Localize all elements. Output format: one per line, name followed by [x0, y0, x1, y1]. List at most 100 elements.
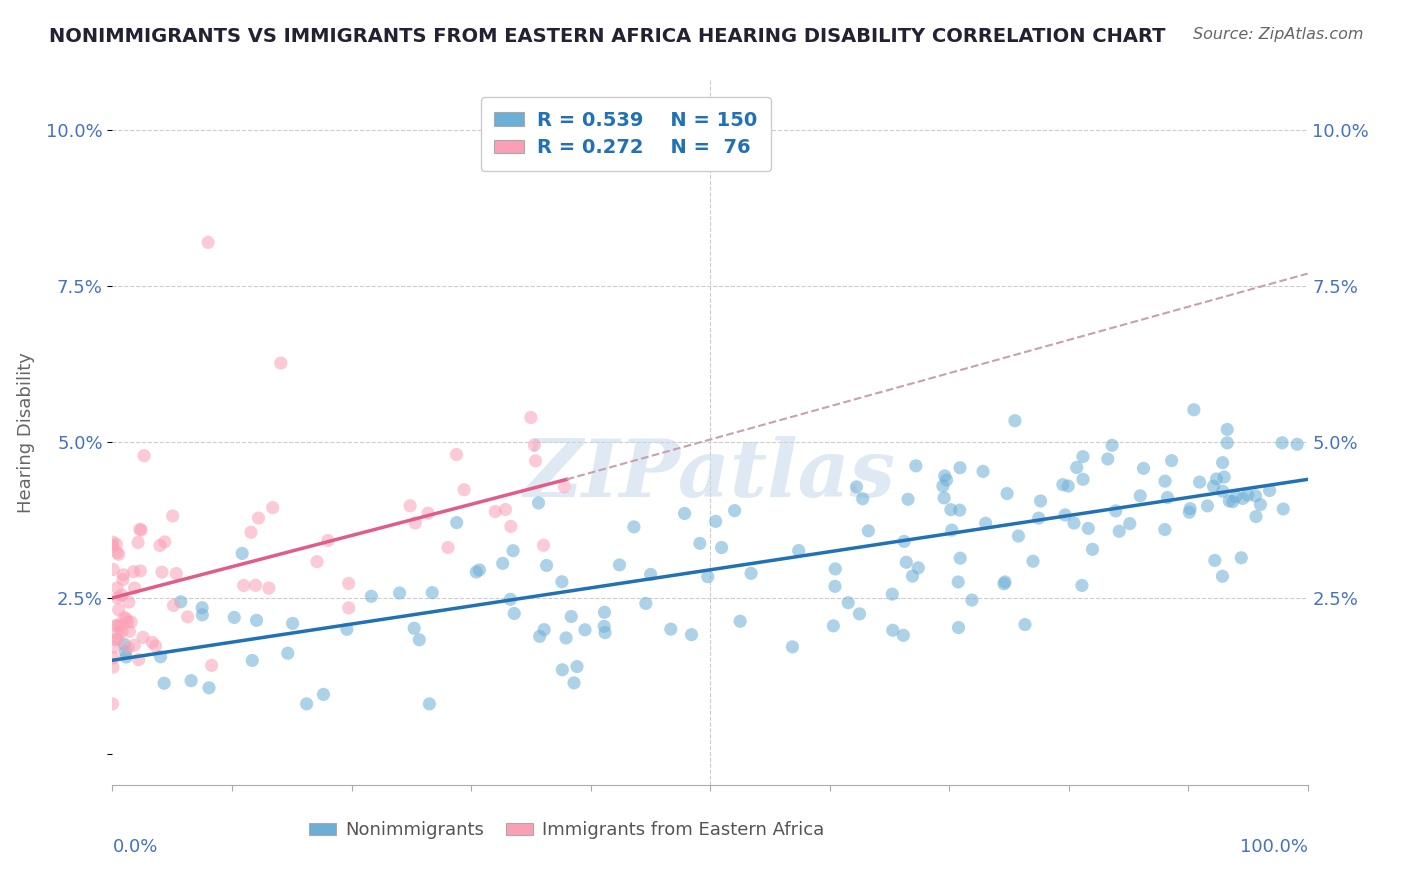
Point: [974, 516, 997, 531]
Point: [105, 581, 128, 595]
Point: [1244, 489, 1267, 503]
Point: [101, 697, 124, 711]
Point: [593, 605, 616, 619]
Point: [117, 640, 139, 655]
Point: [468, 563, 491, 577]
Text: Source: ZipAtlas.com: Source: ZipAtlas.com: [1194, 27, 1364, 42]
Point: [993, 577, 1015, 591]
Point: [262, 500, 284, 515]
Point: [111, 624, 134, 639]
Point: [934, 468, 956, 483]
Point: [1205, 472, 1227, 486]
Point: [112, 567, 135, 582]
Point: [117, 615, 139, 629]
Point: [107, 632, 129, 646]
Point: [634, 596, 657, 610]
Point: [1213, 470, 1236, 484]
Point: [1218, 494, 1240, 508]
Point: [277, 646, 299, 660]
Point: [107, 618, 129, 632]
Point: [134, 449, 156, 463]
Point: [124, 638, 146, 652]
Point: [499, 519, 522, 533]
Point: [104, 632, 127, 647]
Point: [453, 483, 475, 497]
Point: [562, 676, 585, 690]
Point: [245, 578, 267, 592]
Point: [1154, 474, 1177, 488]
Point: [1057, 479, 1080, 493]
Point: [623, 520, 645, 534]
Point: [107, 591, 129, 605]
Point: [949, 551, 972, 566]
Point: [523, 438, 546, 452]
Point: [149, 649, 172, 664]
Point: [399, 499, 422, 513]
Point: [388, 586, 411, 600]
Point: [101, 535, 124, 549]
Point: [1236, 488, 1258, 502]
Point: [524, 454, 547, 468]
Point: [704, 514, 727, 528]
Point: [536, 558, 558, 573]
Point: [1225, 490, 1247, 504]
Point: [281, 616, 304, 631]
Point: [103, 651, 125, 665]
Point: [949, 460, 972, 475]
Point: [1258, 483, 1281, 498]
Point: [824, 579, 846, 593]
Point: [1244, 509, 1267, 524]
Point: [337, 601, 360, 615]
Point: [882, 624, 904, 638]
Point: [1178, 501, 1201, 516]
Point: [823, 619, 845, 633]
Point: [1071, 450, 1094, 464]
Point: [1022, 554, 1045, 568]
Point: [1004, 414, 1026, 428]
Point: [120, 615, 142, 629]
Point: [484, 504, 506, 518]
Point: [1272, 502, 1295, 516]
Point: [1054, 508, 1077, 522]
Point: [728, 614, 751, 628]
Text: 100.0%: 100.0%: [1240, 838, 1308, 855]
Point: [960, 593, 983, 607]
Point: [122, 565, 145, 579]
Point: [270, 356, 292, 370]
Point: [416, 506, 439, 520]
Point: [845, 480, 868, 494]
Point: [111, 588, 134, 602]
Point: [941, 523, 963, 537]
Point: [224, 610, 246, 624]
Point: [574, 623, 596, 637]
Point: [115, 612, 138, 626]
Point: [1182, 402, 1205, 417]
Point: [1081, 542, 1104, 557]
Point: [994, 574, 1017, 589]
Point: [1066, 460, 1088, 475]
Point: [197, 235, 219, 250]
Point: [848, 607, 870, 621]
Point: [162, 599, 184, 613]
Point: [897, 492, 920, 507]
Point: [295, 697, 318, 711]
Point: [503, 607, 526, 621]
Point: [153, 676, 176, 690]
Point: [201, 658, 224, 673]
Point: [972, 464, 994, 478]
Point: [124, 581, 146, 595]
Point: [105, 545, 128, 559]
Point: [1286, 437, 1309, 451]
Point: [336, 623, 359, 637]
Point: [1178, 505, 1201, 519]
Point: [554, 480, 576, 494]
Point: [1271, 435, 1294, 450]
Point: [150, 565, 173, 579]
Point: [1052, 477, 1074, 491]
Text: 0.0%: 0.0%: [112, 838, 157, 855]
Point: [337, 576, 360, 591]
Point: [852, 491, 875, 506]
Point: [1216, 422, 1239, 436]
Point: [112, 610, 135, 624]
Point: [1071, 578, 1094, 592]
